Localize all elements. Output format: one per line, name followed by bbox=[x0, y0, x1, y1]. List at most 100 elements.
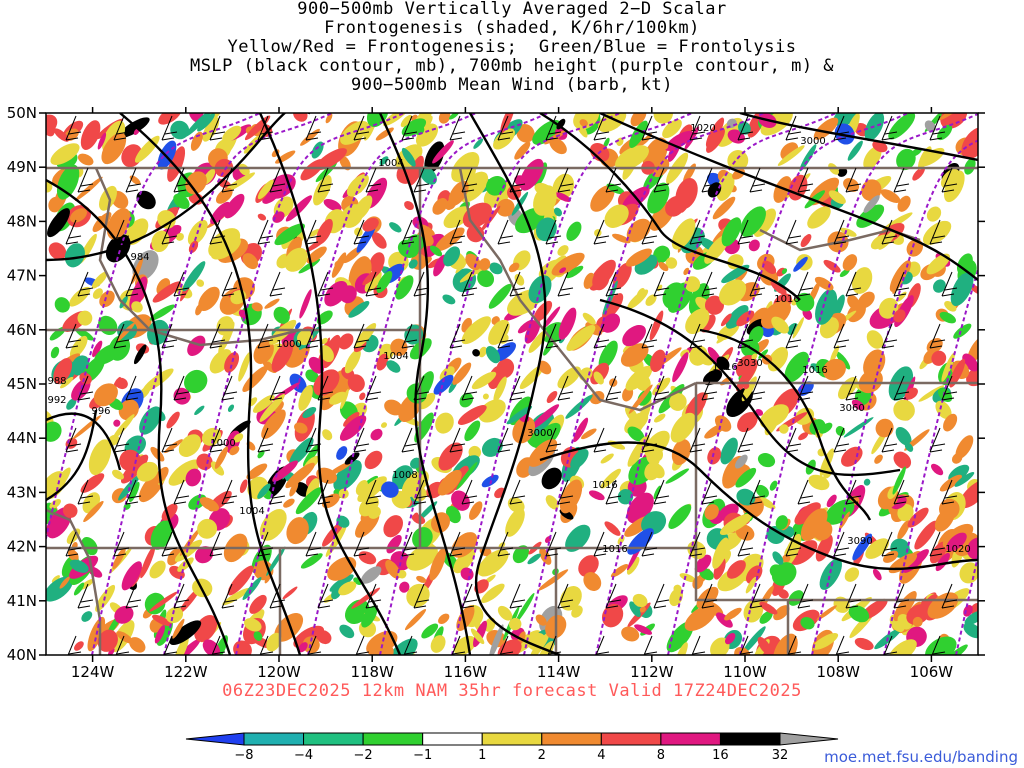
shade-cell bbox=[789, 540, 818, 565]
wind-barb bbox=[785, 219, 797, 245]
barb-flag bbox=[212, 547, 226, 551]
shade-cell bbox=[650, 349, 666, 373]
barb-flag bbox=[353, 241, 367, 245]
barb-flag bbox=[113, 137, 127, 141]
barb-flag bbox=[881, 241, 895, 245]
shade-cell bbox=[847, 294, 860, 310]
shade-cell bbox=[351, 587, 381, 609]
shade-cell bbox=[149, 304, 175, 321]
shade-cell bbox=[238, 352, 251, 382]
barb-flag bbox=[365, 189, 379, 193]
shade-cell bbox=[322, 521, 344, 547]
shade-cell bbox=[703, 369, 723, 386]
barb-flag bbox=[497, 449, 511, 453]
barb-flag bbox=[546, 658, 558, 660]
shade-cell bbox=[178, 434, 201, 457]
barb-flag bbox=[941, 605, 955, 609]
shade-cell bbox=[961, 127, 978, 160]
lon-tick-label: 116W bbox=[444, 663, 488, 681]
barb-flag bbox=[800, 599, 814, 603]
shade-cell bbox=[298, 385, 313, 411]
barb-flag bbox=[545, 137, 559, 141]
colorbar-segment bbox=[719, 732, 781, 746]
shade-cell bbox=[152, 614, 172, 627]
barb-flag bbox=[941, 501, 955, 505]
shade-cell bbox=[800, 234, 812, 248]
lon-tick-label: 118W bbox=[350, 663, 394, 681]
shade-cell bbox=[604, 204, 629, 228]
barb-flag bbox=[596, 443, 610, 447]
barb-flag bbox=[692, 339, 706, 343]
wind-barb bbox=[833, 323, 845, 349]
wind-barb bbox=[449, 531, 461, 557]
barb-flag bbox=[896, 287, 910, 291]
shade-cell bbox=[77, 310, 93, 326]
barb-flag bbox=[464, 391, 478, 395]
wind-barb bbox=[413, 583, 425, 609]
barb-flag bbox=[692, 443, 706, 447]
shade-cell bbox=[131, 301, 143, 313]
barb-flag bbox=[125, 293, 139, 297]
shade-cell bbox=[91, 271, 108, 289]
shade-cell bbox=[92, 288, 103, 299]
shade-cell bbox=[696, 586, 719, 609]
barb-flag bbox=[834, 658, 846, 660]
mslp-label: 1016 bbox=[592, 480, 617, 491]
shade-cell bbox=[336, 446, 348, 460]
wind-barb bbox=[497, 427, 509, 453]
barb-flag bbox=[701, 397, 715, 401]
shade-cell bbox=[632, 593, 648, 608]
wind-barb bbox=[259, 635, 269, 655]
barb-flag bbox=[560, 495, 574, 499]
barb-flag bbox=[605, 293, 619, 297]
shade-cell bbox=[157, 210, 176, 229]
shade-cell bbox=[187, 335, 206, 356]
barb-flag bbox=[210, 658, 222, 660]
barb-flag bbox=[272, 183, 286, 187]
barb-flag bbox=[593, 241, 607, 245]
height-contour bbox=[451, 113, 693, 655]
shade-cell bbox=[376, 353, 389, 371]
shade-cell bbox=[473, 620, 487, 648]
barb-flag bbox=[221, 501, 235, 505]
shade-cell bbox=[293, 113, 308, 122]
shade-cell bbox=[319, 345, 334, 363]
barb-flag bbox=[416, 495, 430, 499]
shade-cell bbox=[807, 206, 831, 229]
lon-tick-label: 112W bbox=[630, 663, 674, 681]
wind-barb bbox=[737, 115, 749, 141]
shade-cell bbox=[895, 426, 912, 446]
mslp-contour bbox=[378, 113, 472, 655]
barb-flag bbox=[608, 183, 622, 187]
shade-cell bbox=[836, 351, 851, 370]
shade-cell bbox=[771, 562, 797, 586]
barb-flag bbox=[797, 189, 811, 193]
shade-cell bbox=[505, 508, 525, 537]
barb-flag bbox=[401, 553, 415, 557]
wind-barb bbox=[929, 219, 941, 245]
mslp-contour bbox=[46, 178, 232, 655]
colorbar-label: 8 bbox=[657, 748, 665, 763]
wind-barb bbox=[401, 531, 413, 557]
shade-cell bbox=[542, 306, 561, 329]
barb-flag bbox=[305, 345, 319, 349]
shade-cell bbox=[856, 204, 885, 228]
barb-flag bbox=[689, 137, 703, 141]
colorbar-segment bbox=[660, 732, 721, 746]
title-line-3: Yellow/Red = Frontogenesis; Green/Blue =… bbox=[227, 37, 797, 57]
wind-barb bbox=[797, 479, 809, 505]
barb-flag bbox=[608, 495, 622, 499]
shade-cell bbox=[841, 446, 863, 467]
wind-barb bbox=[161, 427, 173, 453]
wind-barb bbox=[221, 479, 233, 505]
wind-barb bbox=[990, 272, 1000, 296]
wind-barb bbox=[641, 219, 653, 245]
wind-barb bbox=[701, 375, 713, 401]
credit-link[interactable]: moe.met.fsu.edu/banding bbox=[824, 748, 1018, 766]
height-contour bbox=[811, 139, 978, 655]
barb-flag bbox=[224, 391, 238, 395]
wind-barb bbox=[461, 167, 473, 193]
barb-flag bbox=[498, 658, 510, 660]
shade-cell bbox=[934, 507, 955, 532]
shade-cell bbox=[684, 126, 700, 150]
